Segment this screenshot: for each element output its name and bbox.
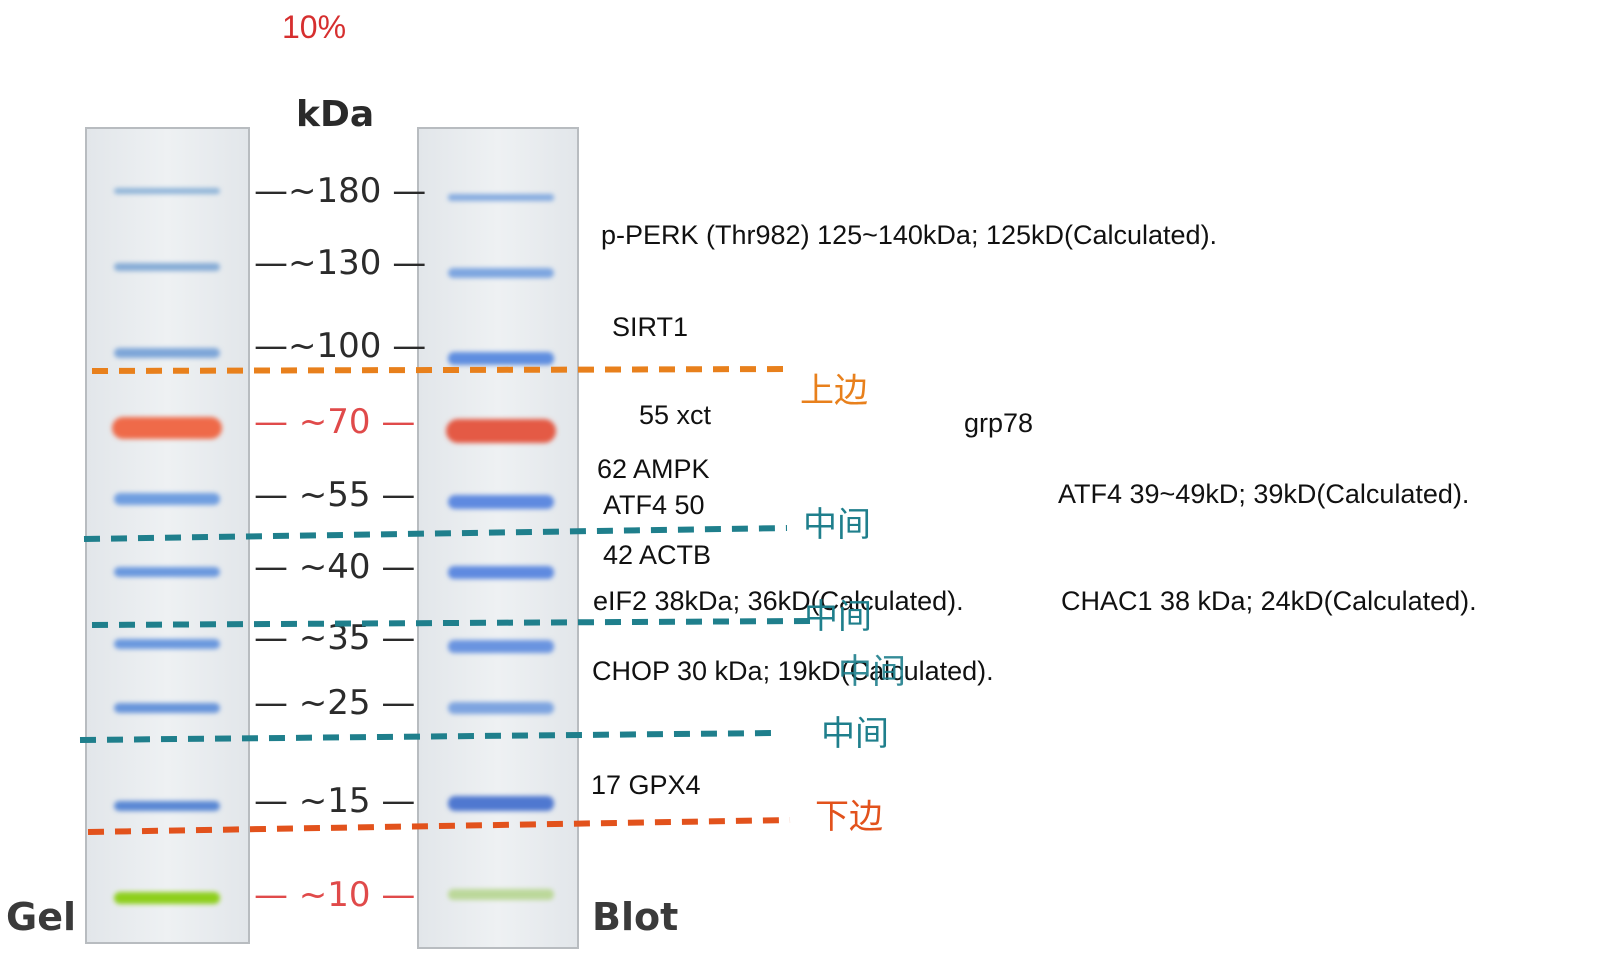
gel-bands <box>112 188 222 904</box>
gel-band-10 <box>114 892 220 904</box>
cut-line-middle-1 <box>83 525 788 542</box>
blot-bands <box>446 194 556 900</box>
gel-band-100 <box>114 348 220 358</box>
gel-band-15 <box>114 801 220 811</box>
cut-line-middle-3 <box>79 730 777 743</box>
cut-label-middle-3: 中间 <box>838 652 906 692</box>
annotation-chop: CHOP 30 kDa; 19kD(Calculated). <box>592 656 994 686</box>
marker-40: — ~40 — <box>254 547 415 587</box>
annotation-sirt1: SIRT1 <box>612 312 688 342</box>
marker-180: —~180 — <box>254 171 426 211</box>
cut-label-upper: 上边 <box>800 371 868 411</box>
cut-line-lower <box>87 817 791 835</box>
antibody-annotations: p-PERK (Thr982) 125~140kDa; 125kD(Calcul… <box>591 220 1477 800</box>
marker-labels: —~180 — —~130 — —~100 — — ~70 — — ~55 — … <box>254 171 426 915</box>
cut-label-lower: 下边 <box>815 797 883 837</box>
blot-band-25 <box>448 702 554 714</box>
annotation-eif2: eIF2 38kDa; 36kD(Calculated). <box>593 586 964 616</box>
gel-lane-label: Gel <box>6 895 76 939</box>
gel-band-130 <box>114 263 220 271</box>
cut-label-middle-2: 中间 <box>804 597 872 637</box>
cut-line-upper <box>91 366 794 374</box>
blot-band-55 <box>448 495 554 509</box>
marker-25: — ~25 — <box>254 683 415 723</box>
annotation-pperk: p-PERK (Thr982) 125~140kDa; 125kD(Calcul… <box>601 220 1217 250</box>
gel-band-35 <box>114 639 220 649</box>
marker-70: — ~70 — <box>254 402 415 442</box>
blot-band-40 <box>448 566 554 579</box>
marker-10: — ~10 — <box>254 875 415 915</box>
annotation-chac1: CHAC1 38 kDa; 24kD(Calculated). <box>1061 586 1477 616</box>
gel-band-180 <box>114 188 220 194</box>
marker-15: — ~15 — <box>254 781 415 821</box>
blot-lane-label: Blot <box>592 895 678 939</box>
gel-band-40 <box>114 567 220 577</box>
cut-label-middle-4: 中间 <box>821 714 889 754</box>
blot-lane <box>417 127 579 949</box>
blot-band-35 <box>448 640 554 653</box>
marker-130: —~130 — <box>254 243 426 283</box>
cut-lines <box>79 366 813 835</box>
marker-35: — ~35 — <box>254 618 415 658</box>
annotation-atf4-long: ATF4 39~49kD; 39kD(Calculated). <box>1058 479 1469 509</box>
annotation-atf4-short: ATF4 50 <box>603 490 705 520</box>
gel-band-25 <box>114 703 220 713</box>
blot-band-100 <box>448 352 554 365</box>
gel-band-70 <box>112 417 222 439</box>
annotation-xct: 55 xct <box>639 400 712 430</box>
cut-line-middle-2 <box>91 618 813 628</box>
cut-label-middle-1: 中间 <box>803 505 871 545</box>
kda-unit-label: kDa <box>296 94 374 135</box>
annotation-ampk: 62 AMPK <box>597 454 710 484</box>
marker-55: — ~55 — <box>254 475 415 515</box>
annotation-gpx4: 17 GPX4 <box>591 770 701 800</box>
blot-band-70 <box>446 419 556 443</box>
marker-100: —~100 — <box>254 326 426 366</box>
blot-band-10 <box>448 889 554 900</box>
blot-band-15 <box>448 796 554 811</box>
annotation-grp78: grp78 <box>964 408 1033 438</box>
annotation-actb: 42 ACTB <box>603 540 711 570</box>
gel-percent: 10% <box>282 9 346 45</box>
blot-band-130 <box>448 268 554 278</box>
blot-band-180 <box>448 194 554 201</box>
gel-band-55 <box>114 493 220 505</box>
cut-line-labels: 上边 中间 中间 中间 中间 下边 <box>800 371 906 837</box>
